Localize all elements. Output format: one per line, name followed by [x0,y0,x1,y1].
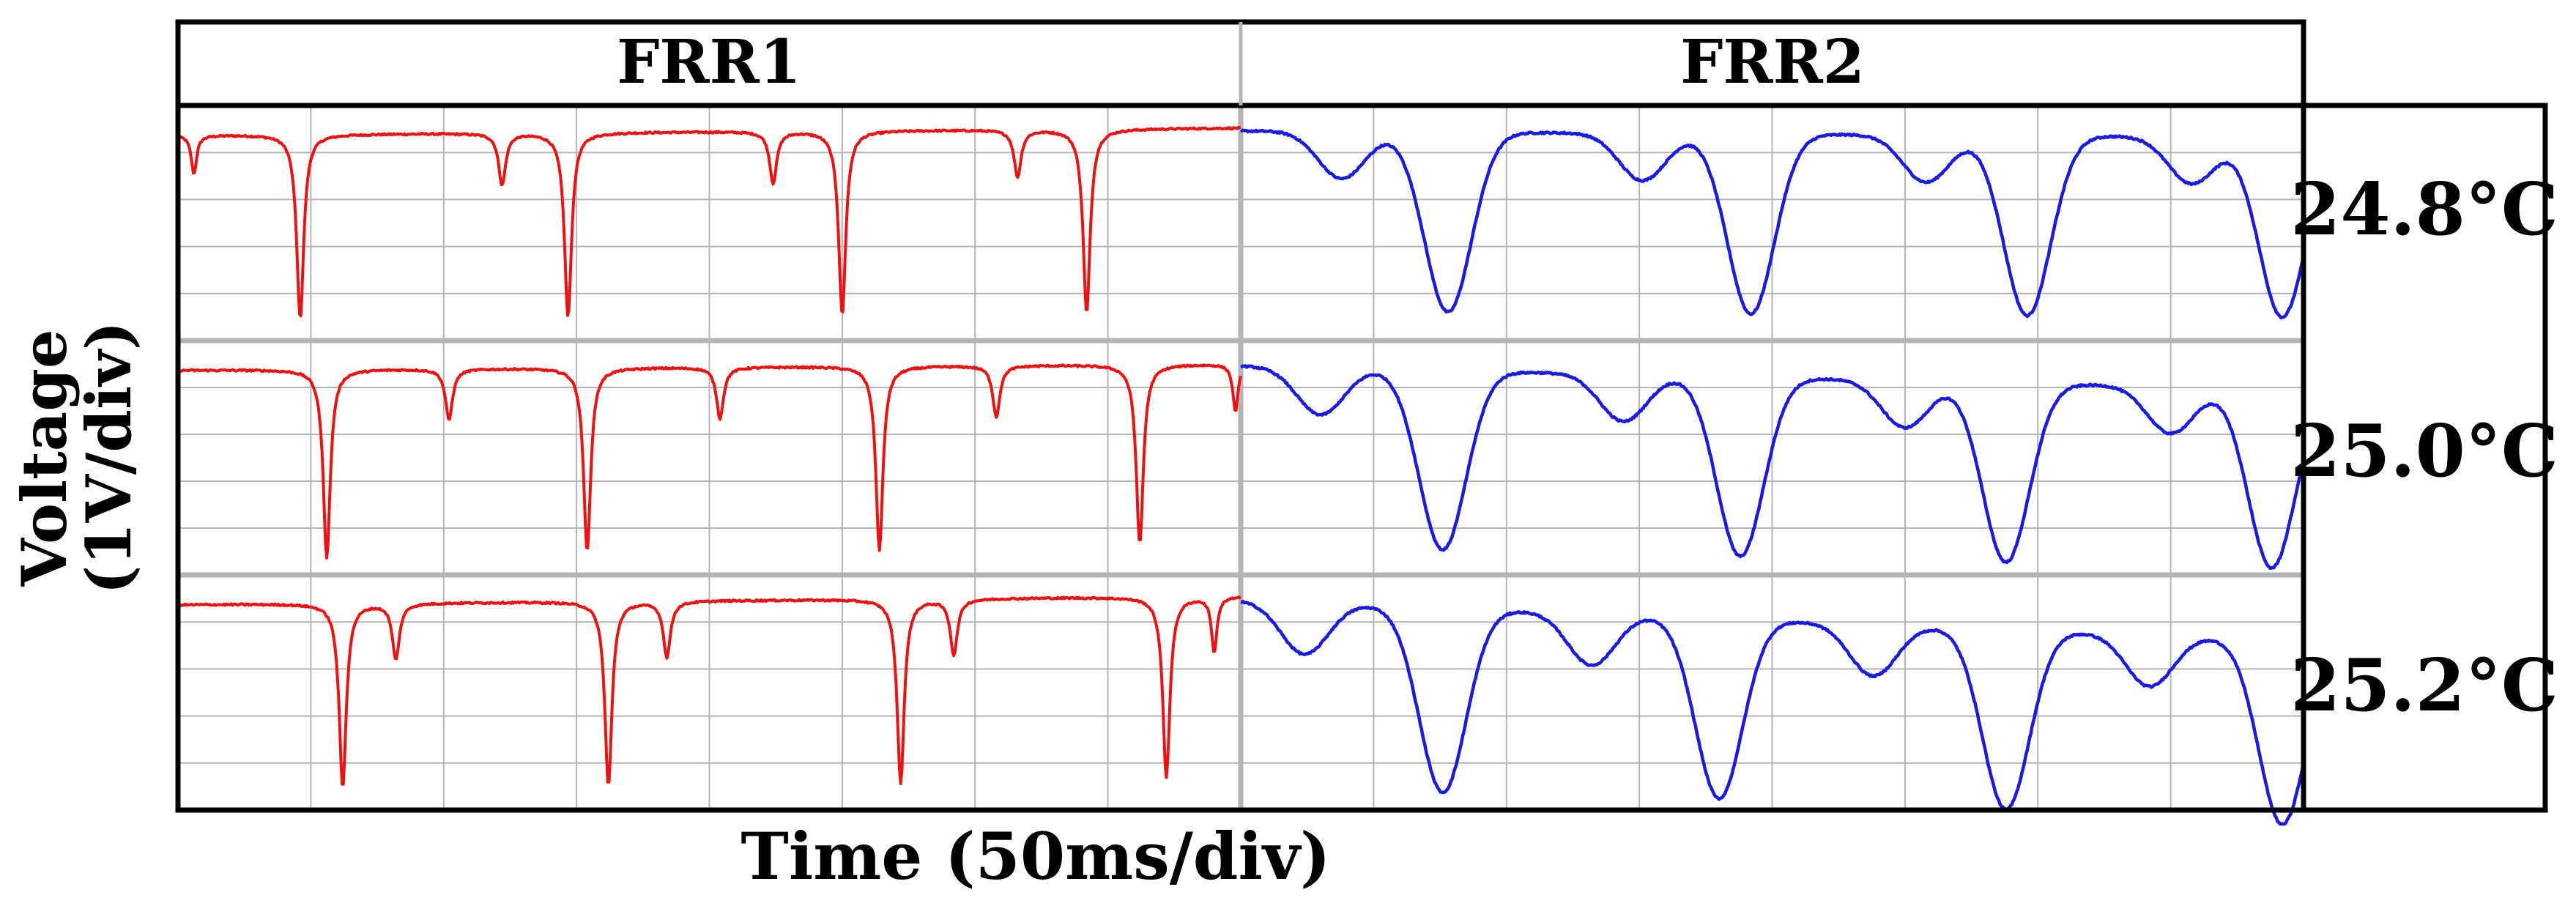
y-axis-label-line2: (1V/div) [73,321,145,594]
x-axis-label: Time (50ms/div) [740,818,1330,894]
column-label-frr2: FRR2 [1680,27,1865,97]
frame-layer [175,19,2548,813]
y-axis-label: Voltage (1V/div) [8,321,145,594]
y-axis-label-line1: Voltage [8,330,81,587]
row-label-25-0c: 25.0°C [2290,409,2558,494]
trace-frr1-row-2 [177,363,1242,560]
plot-frame [175,103,2548,813]
row-label-25-2c: 25.2°C [2290,644,2558,728]
trace-frr2-row-3 [1240,599,2306,826]
column-label-frr1: FRR1 [617,27,801,97]
trace-frr1-row-1 [177,125,1241,318]
trace-frr2-row-1 [1239,128,2306,320]
trace-frr1-row-3 [177,595,1242,786]
trace-layer [177,125,2306,826]
grid-layer [178,105,2304,810]
trace-frr2-row-2 [1240,364,2306,571]
row-label-24-8c: 24.8°C [2290,168,2558,252]
